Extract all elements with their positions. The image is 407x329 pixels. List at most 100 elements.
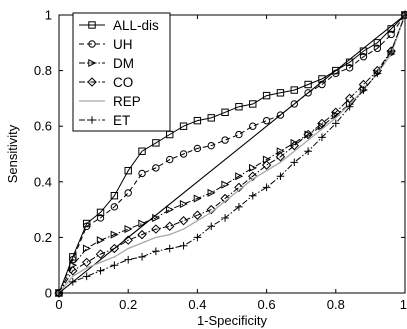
point-all-dis [124, 166, 132, 175]
point-et [152, 247, 160, 256]
point-dm [110, 230, 119, 239]
point-uh [207, 141, 215, 150]
series-line-et [58, 14, 406, 294]
point-all-dis [82, 219, 91, 228]
y-tick-label: 1 [45, 8, 52, 23]
legend-marker-uh [88, 40, 96, 48]
point-uh [110, 203, 119, 211]
point-co [81, 257, 92, 268]
point-co [206, 204, 216, 215]
point-et [387, 47, 395, 55]
point-et [359, 86, 368, 94]
legend-item-uh: UH [79, 37, 133, 52]
point-co [317, 118, 327, 129]
point-et [304, 147, 312, 156]
point-co [344, 93, 355, 104]
legend-marker-et [88, 116, 96, 124]
series-layer [54, 10, 407, 298]
point-dm [138, 219, 147, 228]
point-co [95, 249, 106, 259]
point-uh [318, 80, 326, 89]
point-all-dis [221, 108, 229, 116]
point-all-dis [249, 100, 257, 108]
point-all-dis [96, 208, 105, 217]
axes-layer: 0 0.2 0.4 0.6 0.8 1 0 0.2 0.4 0.6 0.8 1 [34, 8, 407, 313]
legend-item-all-dis: ALL-dis [79, 18, 159, 33]
legend: ALL-dis UH DM CO REP ET [72, 12, 171, 132]
point-dm [82, 244, 91, 253]
point-co [289, 140, 299, 151]
point-dm [249, 163, 258, 172]
point-et [290, 158, 299, 167]
point-et [110, 261, 119, 269]
point-all-dis [262, 91, 271, 100]
series-line-co [58, 14, 406, 294]
point-uh [138, 169, 146, 178]
point-co [151, 224, 161, 234]
point-co [386, 46, 396, 56]
point-uh [179, 150, 188, 158]
point-dm [207, 188, 216, 197]
point-et [262, 183, 271, 192]
x-axis-label: 1-Specificity [197, 313, 268, 328]
legend-marker-all-dis [88, 21, 96, 29]
point-all-dis [373, 39, 382, 47]
legend-marker-dm [88, 58, 97, 68]
x-tick-label: 0.6 [258, 297, 276, 312]
point-et [124, 255, 132, 264]
point-uh [96, 214, 105, 222]
point-co [248, 171, 258, 181]
point-co [109, 243, 120, 254]
point-uh [276, 111, 285, 119]
legend-label-all-dis: ALL-dis [113, 18, 159, 33]
point-all-dis [276, 89, 285, 97]
point-et [221, 214, 229, 222]
point-dm [166, 205, 175, 214]
series-line-all-dis [58, 14, 406, 294]
point-all-dis [110, 192, 119, 200]
point-all-dis [359, 47, 368, 55]
y-tick-label: 0.2 [34, 230, 52, 245]
point-et [207, 222, 216, 231]
x-tick-label: 0.8 [327, 297, 345, 312]
point-dm [179, 200, 188, 209]
point-all-dis [179, 122, 188, 130]
point-uh [124, 189, 132, 197]
point-all-dis [318, 75, 326, 83]
point-dm [152, 213, 161, 222]
y-tick-label: 0.6 [34, 119, 52, 134]
point-uh [387, 30, 395, 39]
legend-item-co: CO [79, 75, 133, 90]
point-et [179, 241, 188, 250]
legend-label-rep: REP [113, 94, 141, 109]
point-dm [193, 194, 202, 203]
legend-item-et: ET [79, 113, 130, 128]
x-tick-label: 0.4 [188, 297, 206, 312]
point-dm [235, 172, 244, 181]
point-co [137, 229, 147, 240]
point-uh [69, 255, 77, 264]
point-all-dis [304, 80, 312, 89]
point-et [235, 203, 243, 211]
point-co [165, 221, 175, 231]
point-co [68, 266, 78, 276]
point-uh [345, 64, 354, 72]
point-co [303, 129, 313, 140]
legend-marker-co [87, 77, 97, 87]
x-tick-label: 0 [55, 297, 62, 312]
point-all-dis [235, 103, 243, 111]
point-all-dis [290, 86, 298, 94]
point-et [82, 272, 91, 281]
point-et [96, 266, 105, 275]
point-et [276, 172, 285, 181]
legend-box [72, 12, 171, 132]
point-dm [96, 236, 105, 245]
y-tick-label: 0.4 [34, 174, 52, 189]
point-et [248, 191, 257, 200]
point-uh [152, 164, 160, 172]
point-uh [82, 222, 91, 230]
point-co [54, 288, 64, 298]
point-co [178, 216, 189, 226]
